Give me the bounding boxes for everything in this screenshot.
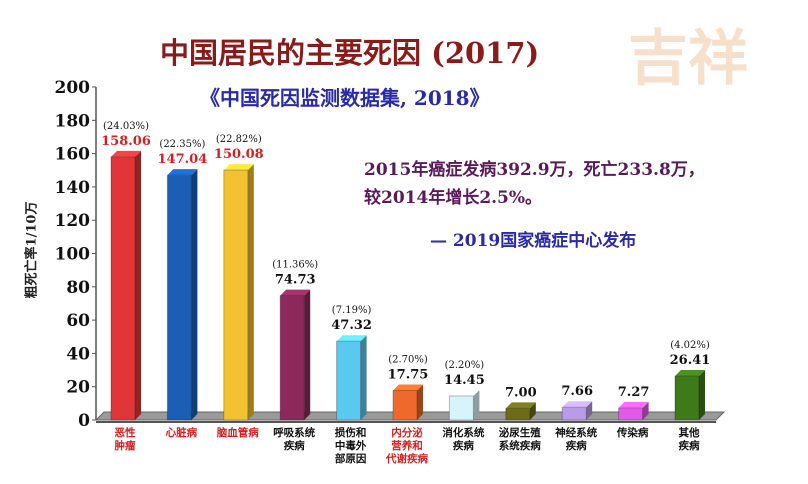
annotation-line-1: 2015年癌症发病392.9万，死亡233.8万， — [364, 160, 705, 180]
bar-side — [699, 370, 705, 420]
annotation-line-2: 较2014年增长2.5%。 — [364, 188, 543, 208]
bar — [336, 340, 362, 421]
bar — [674, 375, 700, 421]
value-label: 150.08 — [214, 147, 264, 162]
annotation-source: — 2019国家癌症中心发布 — [430, 231, 637, 251]
category-label: 传染病 — [616, 426, 649, 439]
value-label: 17.75 — [388, 367, 429, 382]
category-label: 神经系统 — [555, 426, 597, 439]
value-label: 7.27 — [618, 385, 650, 400]
category-label: 中毒外 — [335, 439, 367, 452]
bar — [223, 169, 249, 421]
bar-top — [562, 401, 593, 408]
percent-label: (2.20%) — [445, 360, 485, 371]
category-label: 心脏病 — [166, 426, 198, 439]
bar-top — [618, 401, 649, 408]
bar-side — [304, 289, 311, 420]
y-tick-label: 20 — [66, 378, 90, 398]
category-label: 其他 — [679, 426, 700, 439]
bar-top — [449, 389, 480, 396]
category-label: 泌尿生殖 — [499, 426, 541, 439]
category-label: 疾病 — [284, 439, 305, 452]
percent-label: (22.82%) — [216, 134, 262, 145]
percent-label: (24.03%) — [103, 121, 149, 132]
value-label: 47.32 — [331, 318, 372, 333]
bar-side — [417, 384, 423, 420]
value-label: 158.06 — [101, 134, 151, 149]
decorative-calligraphy-watermark: 吉祥 — [628, 24, 748, 94]
bar-side — [473, 389, 480, 420]
category-label: 肿瘤 — [115, 439, 136, 452]
value-label: 147.04 — [158, 152, 208, 167]
bar — [618, 407, 644, 421]
bar — [561, 406, 587, 421]
bar — [166, 174, 192, 421]
y-tick-label: 120 — [55, 211, 91, 231]
category-label: 疾病 — [679, 439, 700, 452]
y-tick-label: 160 — [55, 145, 91, 165]
value-label: 74.73 — [275, 273, 316, 288]
bar-side — [529, 402, 536, 420]
category-label: 代谢疾病 — [385, 452, 428, 465]
y-tick-label: 80 — [66, 278, 90, 298]
category-label: 疾病 — [453, 439, 474, 452]
bar-top — [336, 335, 367, 342]
bar — [448, 395, 474, 421]
bar-top — [167, 169, 198, 176]
bar-side — [642, 401, 649, 420]
bar-side — [586, 401, 593, 420]
bar-top — [393, 384, 423, 391]
bar — [392, 389, 418, 421]
y-axis-label: 粗死亡率1/10万 — [24, 201, 40, 299]
bar-top — [280, 289, 311, 296]
category-label: 营养和 — [391, 439, 423, 452]
value-label: 14.45 — [444, 373, 485, 388]
y-tick-label: 40 — [66, 344, 90, 364]
bar-side — [360, 335, 367, 420]
category-label: 损伤和 — [335, 426, 367, 439]
category-label: 呼吸系统 — [273, 426, 315, 439]
bar-top — [111, 150, 141, 157]
y-tick-label: 100 — [55, 245, 91, 265]
category-label: 恶性 — [115, 426, 136, 439]
annotation-text: 2015年癌症发病392.9万，死亡233.8万， 较2014年增长2.5%。 — [364, 156, 705, 212]
value-label: 26.41 — [670, 353, 711, 368]
category-label: 疾病 — [566, 439, 587, 452]
value-label: 7.00 — [505, 385, 537, 400]
chart-subtitle: 《中国死因监测数据集, 2018》 — [200, 86, 490, 110]
category-label: 系统疾病 — [499, 439, 541, 452]
chart-title: 中国居民的主要死因 (2017) — [160, 36, 540, 70]
percent-label: (7.19%) — [332, 305, 372, 316]
bar-top — [675, 370, 705, 377]
bar — [505, 407, 531, 421]
bar-side — [191, 169, 198, 420]
bar — [279, 295, 305, 421]
y-tick-label: 140 — [55, 178, 91, 198]
y-tick-label: 180 — [55, 111, 91, 131]
y-tick-label: 200 — [55, 78, 91, 98]
percent-label: (2.70%) — [388, 354, 428, 365]
category-label: 消化系统 — [442, 426, 484, 439]
bar — [110, 156, 136, 421]
category-label: 脑血管病 — [217, 426, 259, 439]
bar-side — [247, 164, 254, 420]
percent-label: (4.02%) — [670, 340, 710, 351]
category-label: 内分泌 — [391, 426, 423, 439]
category-label: 部原因 — [335, 452, 367, 465]
bar-top — [223, 164, 254, 171]
percent-label: (22.35%) — [159, 139, 205, 150]
value-label: 7.66 — [561, 384, 593, 399]
bar-side — [135, 150, 141, 421]
percent-label: (11.36%) — [272, 260, 318, 271]
y-tick-label: 60 — [66, 311, 90, 331]
y-tick-label: 0 — [78, 411, 90, 431]
bar-top — [505, 402, 536, 409]
